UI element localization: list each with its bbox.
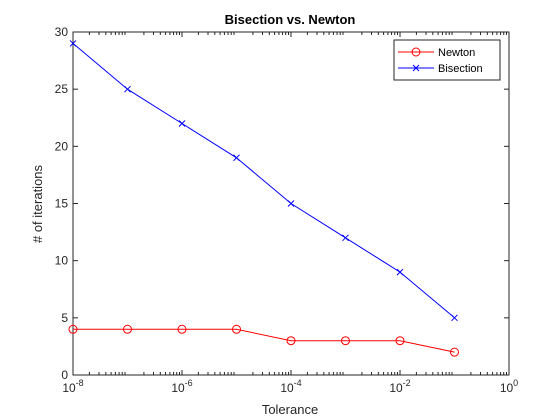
y-tick-label: 25 (55, 82, 69, 96)
newton-point (395, 336, 405, 346)
bisection-point (124, 85, 131, 93)
y-tick-label: 15 (55, 197, 69, 211)
y-axis-label: # of iterations (30, 164, 45, 243)
bisection-point (69, 40, 77, 47)
x-tick-label: 10-2 (389, 378, 410, 395)
y-tick-label: 10 (55, 254, 69, 268)
bisection-series-line (72, 43, 455, 319)
legend-marker-bisection (412, 64, 420, 72)
bisection-point (451, 314, 458, 322)
y-tick-label: 0 (61, 368, 68, 382)
newton-series-line (73, 328, 455, 353)
y-tick-label: 30 (55, 25, 69, 39)
y-tick-label: 5 (61, 311, 68, 325)
x-tick-label: 10-8 (62, 378, 83, 395)
x-axis-label: Tolerance (262, 402, 318, 417)
x-tick-label: 100 (500, 378, 518, 395)
x-tick-label: 10-6 (171, 378, 192, 395)
newton-point (286, 336, 296, 346)
bisection-point (287, 200, 295, 207)
legend: Newton Bisection (393, 39, 501, 81)
newton-point (68, 324, 78, 334)
newton-point (232, 324, 241, 334)
bisection-point (178, 120, 186, 127)
legend-box (393, 39, 501, 81)
bisection-point (342, 234, 349, 242)
chart-title: Bisection vs. Newton (225, 12, 356, 27)
newton-point (123, 324, 132, 334)
legend-marker-newton (411, 47, 421, 57)
newton-point (450, 347, 459, 357)
plot-area: 0 5 10 15 20 25 30 10-8 10-6 10-4 10-2 100 (55, 25, 519, 395)
legend-label-newton: Newton (438, 47, 475, 59)
legend-label-bisection: Bisection (438, 63, 483, 75)
bisection-point (233, 154, 240, 162)
newton-point (341, 336, 350, 346)
bisection-point (396, 268, 404, 276)
x-tick-label: 10-4 (280, 378, 301, 395)
y-tick-label: 20 (55, 139, 69, 153)
newton-point (177, 324, 187, 334)
